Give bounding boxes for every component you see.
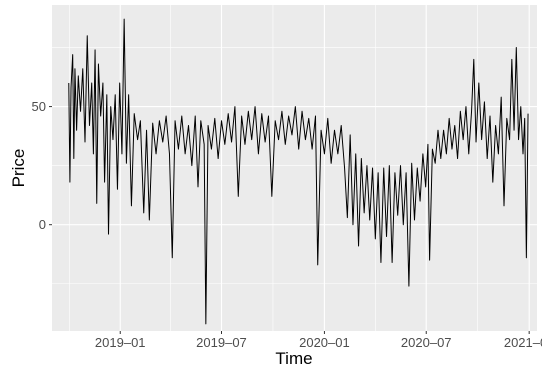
x-tick-label: 2021–01 [504,335,542,350]
y-axis-title: Price [9,149,28,188]
x-tick-label: 2020–01 [299,335,350,350]
x-axis: 2019–01 2019–07 2020–01 2020–07 2021–01 [95,331,542,350]
x-tick-label: 2019–07 [196,335,247,350]
x-axis-title: Time [275,349,312,368]
x-tick-label: 2019–01 [95,335,146,350]
y-tick-label: 50 [32,99,46,114]
series-layer [68,18,529,325]
y-axis: 0 50 [32,99,52,232]
price-series-line [68,18,529,325]
y-tick-label: 0 [39,217,46,232]
x-tick-label: 2020–07 [401,335,452,350]
